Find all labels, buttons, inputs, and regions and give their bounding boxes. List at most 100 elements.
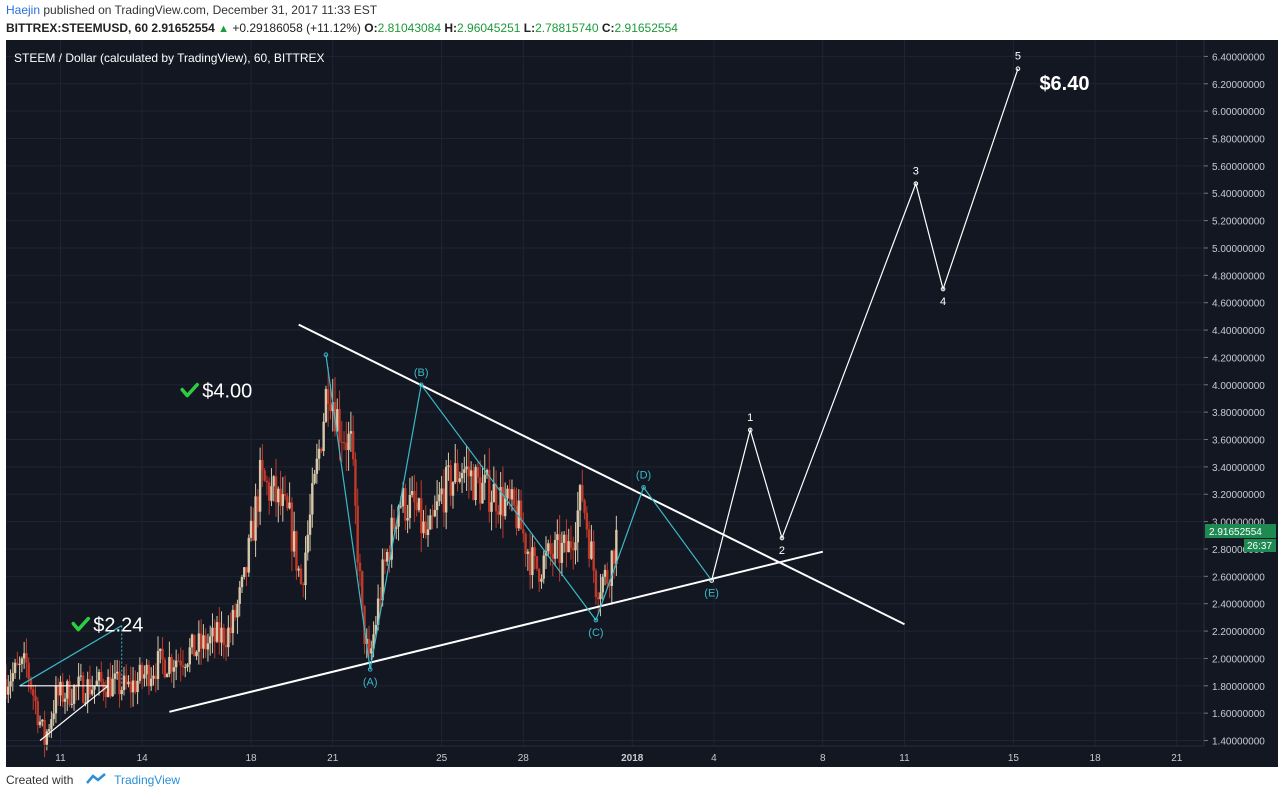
wave-label: 1: [747, 412, 753, 424]
candle-body: [351, 431, 355, 460]
axes: 6.40000000 6.20000000 6.00000000 5.80000000…: [6, 40, 1278, 767]
candle-body: [599, 592, 602, 600]
y-tick-label: 4.40000000: [1212, 326, 1265, 337]
candle-body: [612, 550, 616, 564]
candle-body: [113, 673, 117, 679]
y-tick-label: 3.60000000: [1212, 436, 1265, 447]
y-tick-label: 5.00000000: [1212, 244, 1265, 255]
chart-area[interactable]: (A) (B) (C) (D) (E) 1 2 3 4 5 $4.00 $2.24 $6.40 6.4…: [4, 40, 1278, 767]
candle-body: [422, 521, 425, 534]
candle-body: [32, 689, 35, 696]
author-link[interactable]: Haejin: [6, 3, 41, 17]
candle-body: [572, 548, 575, 551]
candle-body: [129, 681, 132, 693]
candle-body: [417, 498, 421, 511]
candle-body: [204, 635, 207, 650]
candle-body: [601, 576, 604, 593]
symbol-label: BITTREX:STEEMUSD, 60: [6, 21, 149, 35]
last-price-value: 2.91652554: [1209, 527, 1262, 538]
candle-body: [70, 703, 73, 705]
x-tick-label: 28: [518, 753, 530, 764]
candle-body: [84, 702, 87, 704]
candle-body: [16, 662, 19, 665]
countdown-tag: [1244, 539, 1276, 553]
y-tick-label: 5.40000000: [1212, 189, 1265, 200]
candle-body: [474, 466, 477, 500]
candle-body: [336, 409, 339, 432]
candle-body: [483, 474, 486, 483]
candle-body: [195, 651, 198, 657]
candle-body: [615, 529, 618, 564]
trendlines: [169, 323, 905, 713]
candle-body: [426, 529, 430, 536]
x-tick-label: 11: [899, 753, 910, 764]
candle-body: [209, 636, 212, 644]
x-tick-label: 2018: [621, 753, 644, 764]
candle-body: [66, 681, 69, 699]
wave-point: [1015, 66, 1021, 72]
candle-body: [585, 512, 589, 530]
candle-body: [603, 569, 607, 577]
candle-body: [479, 477, 482, 504]
candle-body: [154, 675, 157, 680]
y-tick-label: 5.80000000: [1212, 135, 1265, 146]
candle-body: [408, 494, 412, 519]
candle-body: [288, 502, 291, 509]
candle-body: [476, 466, 480, 478]
candle-body: [61, 681, 64, 702]
candle-body: [583, 500, 586, 513]
open-value: 2.81043084: [377, 21, 442, 35]
candle-body: [140, 664, 144, 679]
y-tick-label: 2.00000000: [1212, 654, 1265, 665]
chart-background: [6, 40, 1278, 767]
wave-label: (B): [414, 367, 429, 379]
tradingview-link[interactable]: TradingView: [114, 773, 181, 787]
candle-body: [134, 680, 137, 693]
candle-body: [122, 675, 126, 691]
high-value: 2.96045251: [457, 21, 521, 35]
x-tick-label: 21: [1171, 753, 1183, 764]
candle-body: [170, 657, 173, 672]
price-chart[interactable]: (A) (B) (C) (D) (E) 1 2 3 4 5 $4.00 $2.24 $6.40 6.4…: [4, 40, 1278, 767]
candle-body: [467, 466, 471, 477]
candle-body: [308, 514, 312, 535]
waves: (A) (B) (C) (D) (E) 1 2 3 4 5: [323, 51, 1021, 688]
candle-body: [431, 515, 434, 517]
trendline-upper: [298, 323, 905, 626]
y-tick-label: 6.40000000: [1212, 52, 1265, 63]
candle-body: [261, 459, 264, 471]
check-icon: [180, 382, 199, 398]
candle-body: [54, 685, 58, 714]
change-value: +0.29186058 (+11.12%): [232, 21, 361, 35]
wave-point: [367, 667, 373, 672]
candle-body: [249, 520, 253, 538]
candle-body: [131, 680, 135, 693]
candle-body: [526, 551, 530, 554]
candle-body: [347, 433, 350, 451]
candle-body: [472, 470, 475, 500]
x-tick-label: 18: [1090, 753, 1102, 764]
candle-body: [102, 681, 105, 693]
candle-body: [542, 555, 545, 579]
candle-body: [111, 678, 114, 697]
candle-body: [388, 551, 391, 560]
candle-body: [93, 685, 96, 690]
wave-label: 3: [913, 166, 919, 178]
candle-body: [608, 583, 611, 586]
candle-body: [229, 627, 232, 634]
candle-body: [254, 496, 257, 541]
candle-body: [218, 622, 221, 643]
low-value: 2.78815740: [535, 21, 599, 35]
candle-body: [36, 701, 39, 726]
candle-body: [270, 486, 273, 501]
candle-body: [460, 472, 464, 479]
candle-body: [233, 609, 237, 618]
candle-body: [456, 463, 459, 482]
candle-body: [52, 713, 55, 720]
countdown-value: 26:37: [1247, 541, 1272, 552]
publish-text: published on TradingView.com, December 3…: [43, 3, 378, 17]
tradingview-logo-icon[interactable]: [85, 773, 107, 788]
candle-body: [404, 488, 407, 521]
candle-body: [469, 470, 473, 477]
candle-body: [211, 627, 214, 637]
